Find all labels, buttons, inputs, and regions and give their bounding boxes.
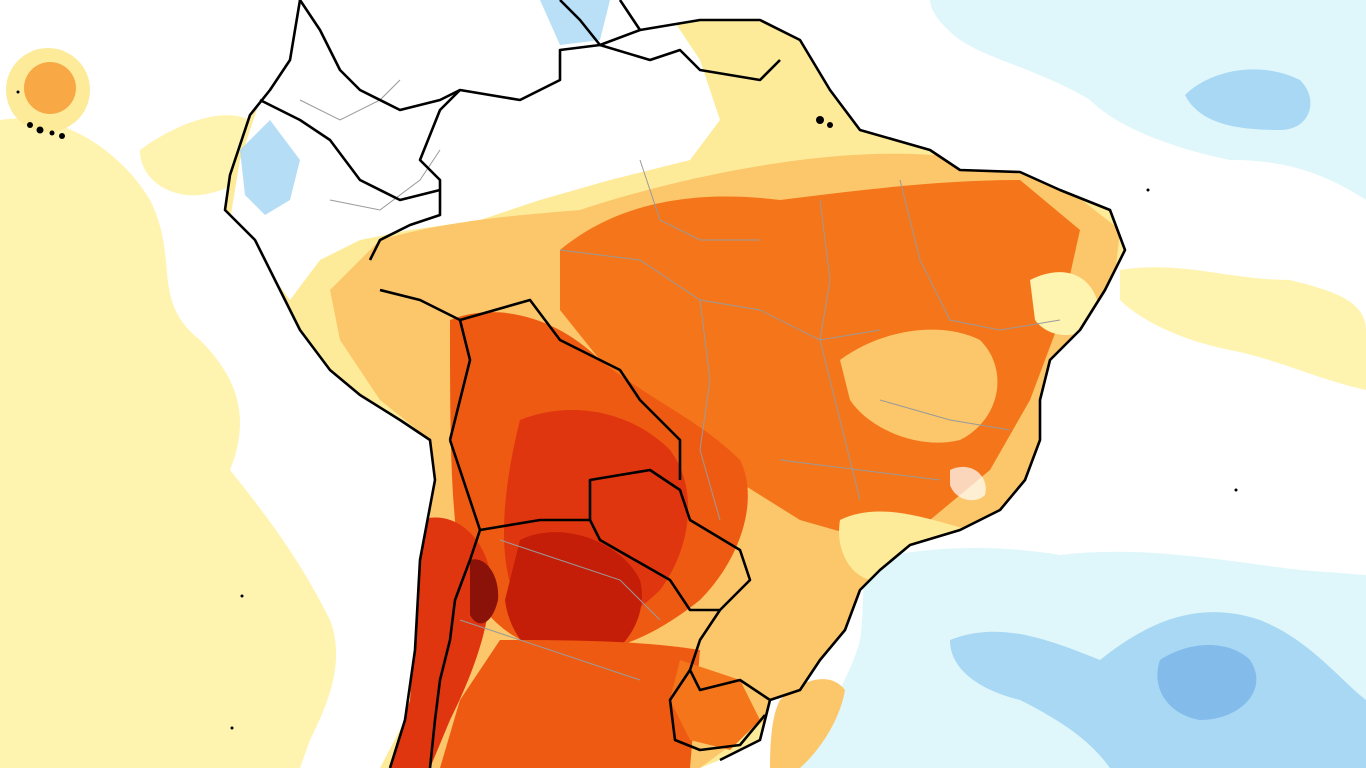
galapagos-island — [59, 133, 65, 139]
galapagos-island — [49, 130, 55, 136]
state-border-line — [499, 539, 661, 621]
central-brazil-hot — [560, 180, 1080, 540]
northern-argentina-extreme — [505, 532, 642, 670]
uruguay-orange — [670, 660, 760, 750]
state-border-line — [779, 459, 941, 481]
national-borders — [223, 0, 1127, 768]
bolivia-brazil-border — [459, 298, 682, 480]
state-border-line — [819, 199, 861, 501]
state-border-line — [639, 159, 760, 241]
guyana-suriname-border — [559, 0, 781, 82]
atlantic-cool-north — [930, 0, 1366, 200]
atlantic-cool-core — [1157, 645, 1257, 720]
southeast-coast-warm — [839, 511, 970, 580]
islands — [16, 90, 1238, 730]
coastal-island — [827, 122, 833, 128]
galapagos-island — [16, 90, 20, 94]
paraguay-border — [588, 468, 752, 612]
state-border-line — [329, 149, 441, 211]
galapagos-island — [36, 126, 44, 134]
state-border-line — [299, 79, 401, 121]
state-border-line — [899, 179, 1061, 331]
state-border-line — [559, 249, 881, 341]
coastal-island — [816, 116, 824, 124]
northeast-coast-light — [1030, 272, 1100, 335]
peru-bolivia-border — [379, 288, 472, 441]
argentina-brazil-border — [688, 609, 771, 702]
northeast-brazil-warm — [840, 329, 998, 443]
continent-coastline — [223, 0, 437, 768]
uruguay-border — [668, 669, 766, 752]
pacific-island — [240, 594, 244, 598]
brazil-west-border — [368, 28, 641, 261]
state-border-line — [879, 399, 1011, 431]
andes-argentina-red — [390, 517, 491, 768]
chile-argentina-border — [428, 529, 482, 768]
continent-coastline-east — [618, 0, 1127, 762]
ecuador-border — [259, 98, 441, 202]
pacific-island — [230, 726, 234, 730]
amazon-neutral-zone — [230, 0, 720, 300]
state-borders — [299, 79, 1061, 681]
colombia-venezuela-border — [298, 0, 461, 112]
andes-extreme-core — [470, 559, 499, 624]
atlantic-cool-strong-south — [950, 612, 1366, 768]
atlantic-warm-east — [1120, 267, 1366, 390]
state-border-line — [459, 619, 641, 681]
southern-argentina-orange — [440, 640, 700, 768]
andes-cool-patches — [240, 120, 300, 215]
pacific-warm-region — [0, 118, 337, 768]
bolivia-argentina-border — [448, 439, 590, 532]
state-border-line — [699, 299, 721, 521]
sao-paulo-patch-white — [950, 466, 986, 501]
atlantic-island — [1146, 188, 1150, 192]
atlantic-island — [1234, 488, 1238, 492]
galapagos-island — [27, 122, 33, 128]
galapagos-hot-spot — [24, 62, 76, 114]
south-atlantic-warm-tongue — [770, 679, 845, 768]
atlantic-cool-blob-ne — [1185, 69, 1311, 130]
